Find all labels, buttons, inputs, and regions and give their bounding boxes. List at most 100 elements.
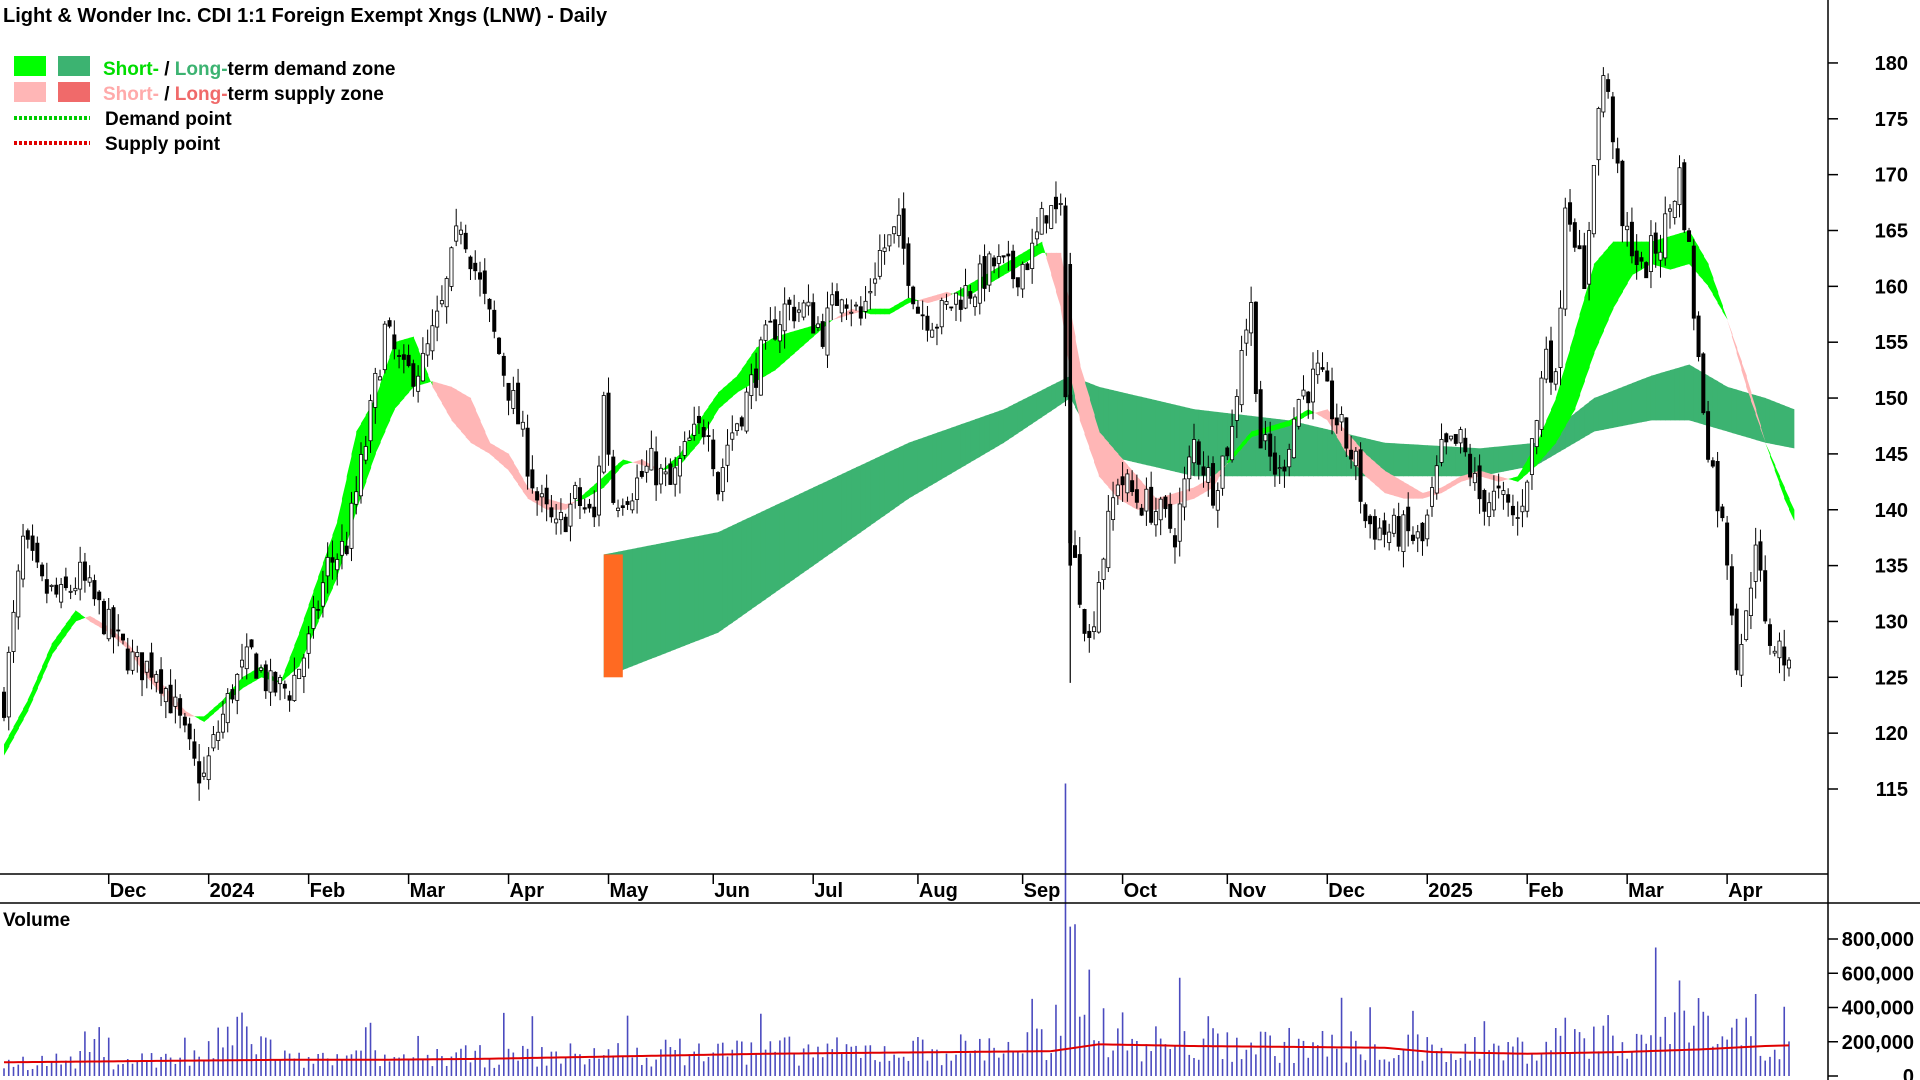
short-zone-segment bbox=[1598, 252, 1604, 343]
candle-body bbox=[1549, 340, 1554, 383]
candle-body bbox=[40, 564, 45, 577]
long-zone-segment bbox=[1674, 367, 1681, 421]
short-zone-segment bbox=[827, 319, 833, 325]
candle-body bbox=[1506, 494, 1511, 503]
candle-body bbox=[806, 301, 811, 307]
long-zone-segment bbox=[1689, 364, 1695, 422]
candle-body bbox=[654, 451, 659, 486]
short-zone-segment bbox=[1322, 409, 1328, 421]
long-zone-segment bbox=[1612, 388, 1619, 428]
short-zone-segment bbox=[1317, 410, 1324, 418]
short-zone-segment bbox=[1774, 465, 1781, 485]
long-zone-segment bbox=[822, 480, 829, 559]
candle-body bbox=[401, 354, 406, 360]
candle-body bbox=[1772, 650, 1777, 654]
candle-body bbox=[220, 713, 225, 733]
candle-body bbox=[1196, 441, 1201, 465]
short-zone-segment bbox=[18, 708, 24, 729]
candle-body bbox=[944, 301, 949, 305]
long-zone-segment bbox=[1127, 393, 1133, 462]
candle-body bbox=[901, 208, 906, 249]
legend-supply-rest: term supply zone bbox=[228, 84, 384, 105]
chart-title: Light & Wonder Inc. CDI 1:1 Foreign Exem… bbox=[3, 5, 608, 27]
short-zone-segment bbox=[199, 716, 205, 722]
long-zone-segment bbox=[1003, 406, 1009, 443]
short-zone-segment bbox=[1313, 412, 1319, 415]
short-zone-segment bbox=[927, 296, 933, 304]
short-zone-segment bbox=[641, 459, 648, 467]
short-zone-segment bbox=[437, 382, 443, 404]
short-zone-segment bbox=[32, 677, 38, 700]
time-tick-label: Dec bbox=[110, 880, 147, 902]
candle-body bbox=[78, 561, 83, 590]
candle-body bbox=[1015, 277, 1020, 288]
long-zone-segment bbox=[856, 465, 862, 536]
candle-body bbox=[677, 458, 682, 477]
candle-body bbox=[168, 684, 173, 714]
short-zone-segment bbox=[1670, 234, 1676, 270]
long-zone-segment bbox=[718, 529, 724, 633]
short-zone-segment bbox=[470, 398, 476, 446]
candle-body bbox=[97, 591, 102, 601]
short-zone-segment bbox=[1389, 473, 1395, 496]
candle-body bbox=[1172, 535, 1177, 548]
candle-body bbox=[535, 491, 540, 501]
short-zone-segment bbox=[332, 520, 338, 588]
candle-body bbox=[701, 427, 706, 438]
candle-body bbox=[1372, 516, 1377, 540]
volume-label: Volume bbox=[3, 910, 70, 931]
candle-body bbox=[363, 446, 368, 461]
long-zone-segment bbox=[1008, 404, 1014, 440]
candle-body bbox=[477, 272, 482, 280]
candle-body bbox=[668, 463, 673, 485]
short-zone-segment bbox=[213, 703, 219, 714]
candle-body bbox=[454, 225, 459, 242]
long-zone-segment bbox=[984, 414, 990, 454]
candle-body bbox=[849, 311, 854, 314]
short-zone-segment bbox=[27, 688, 34, 711]
short-zone-segment bbox=[499, 448, 505, 467]
candle-body bbox=[696, 415, 701, 424]
long-zone-segment bbox=[998, 409, 1005, 446]
long-zone-segment bbox=[722, 527, 729, 630]
short-zone-segment bbox=[1446, 481, 1452, 491]
candle-body bbox=[868, 291, 873, 294]
long-zone-segment bbox=[784, 498, 790, 586]
candle-body bbox=[1158, 498, 1163, 521]
legend-short-supply-swatch bbox=[14, 82, 46, 102]
short-zone-segment bbox=[1584, 280, 1590, 382]
short-zone-segment bbox=[1617, 241, 1623, 301]
candle-body bbox=[1715, 461, 1720, 512]
candle-body bbox=[501, 355, 506, 376]
candle-body bbox=[663, 471, 668, 475]
long-zone-segment bbox=[1712, 378, 1719, 429]
long-zone-segment bbox=[627, 548, 633, 668]
candle-body bbox=[244, 646, 249, 670]
long-zone-segment bbox=[1022, 397, 1028, 430]
long-zone-segment bbox=[1760, 396, 1766, 443]
candle-body bbox=[1320, 367, 1325, 370]
candle-body bbox=[173, 696, 178, 707]
long-zone-segment bbox=[803, 489, 810, 573]
candle-body bbox=[711, 439, 716, 470]
short-zone-segment bbox=[765, 339, 771, 376]
candle-body bbox=[101, 601, 106, 635]
candle-body bbox=[278, 677, 283, 685]
short-zone-segment bbox=[1422, 491, 1428, 499]
candle-body bbox=[35, 542, 40, 563]
short-zone-segment bbox=[832, 317, 838, 320]
long-zone-segment bbox=[879, 453, 886, 519]
volume-tick-label: 600,000 bbox=[1842, 963, 1914, 985]
short-zone-segment bbox=[1089, 398, 1095, 463]
candle-body bbox=[1182, 478, 1187, 508]
candle-body bbox=[1230, 426, 1235, 461]
short-zone-segment bbox=[441, 384, 448, 413]
short-zone-segment bbox=[494, 445, 500, 463]
long-zone-segment bbox=[798, 491, 805, 576]
long-zone-segment bbox=[679, 538, 686, 648]
candle-body bbox=[920, 314, 925, 317]
candle-body bbox=[1787, 659, 1792, 669]
candle-body bbox=[349, 502, 354, 549]
short-zone-segment bbox=[503, 451, 510, 471]
candle-body bbox=[516, 382, 521, 425]
